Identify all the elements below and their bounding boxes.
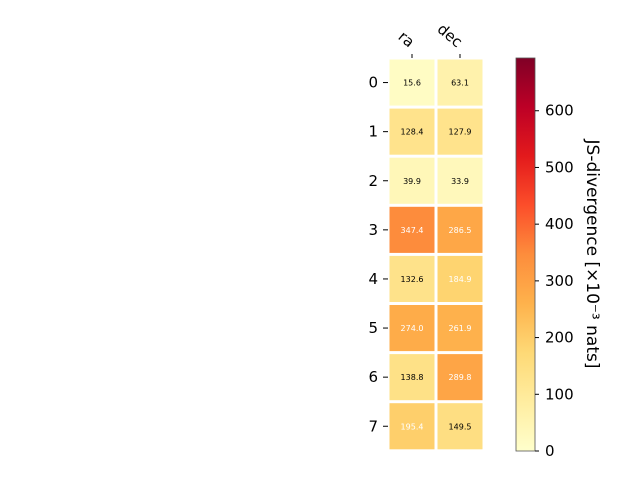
y-tick-label-7: 7 — [368, 417, 378, 435]
cell-value-label-6-0: 138.8 — [401, 373, 424, 382]
cell-value-label-3-0: 347.4 — [401, 226, 424, 235]
colorbar-tick-label-4: 400 — [545, 215, 574, 233]
cell-value-label-3-1: 286.5 — [449, 226, 472, 235]
cell-value-label-4-1: 184.9 — [449, 275, 472, 284]
cell-value-label-2-1: 33.9 — [451, 177, 469, 186]
cell-value-label-2-0: 39.9 — [403, 177, 421, 186]
heatmap-cell-4-0 — [389, 255, 435, 302]
cell-value-label-7-1: 149.5 — [449, 422, 472, 431]
colorbar: 0 100 200 300 400 500 600 — [515, 57, 574, 460]
x-tick-label-1: dec — [434, 20, 466, 51]
heatmap-cell-5-0 — [389, 305, 435, 352]
cell-value-label-5-1: 261.9 — [449, 324, 472, 333]
colorbar-tick-label-5: 500 — [545, 158, 574, 176]
heatmap-cell-1-0 — [389, 108, 435, 155]
heatmap-cell-0-0 — [389, 59, 435, 106]
y-axis-ticks: 0 1 2 3 4 5 6 7 — [368, 74, 388, 435]
cell-value-label-5-0: 274.0 — [401, 324, 424, 333]
y-tick-label-6: 6 — [368, 368, 378, 386]
cell-value-label-1-1: 127.9 — [449, 128, 472, 137]
heatmap-cell-0-1 — [437, 59, 483, 106]
cell-value-label-0-0: 15.6 — [403, 79, 421, 88]
heatmap-cell-1-1 — [437, 108, 483, 155]
colorbar-tick-label-2: 200 — [545, 329, 574, 347]
y-tick-label-5: 5 — [368, 319, 378, 337]
heatmap-cell-2-1 — [437, 157, 483, 204]
heatmap-cell-5-1 — [437, 305, 483, 352]
heatmap-cell-3-0 — [389, 206, 435, 253]
cell-value-label-6-1: 289.8 — [449, 373, 472, 382]
colorbar-tick-label-1: 100 — [545, 385, 574, 403]
colorbar-gradient — [515, 57, 536, 452]
cell-value-label-0-1: 63.1 — [451, 79, 469, 88]
heatmap-cell-6-1 — [437, 354, 483, 401]
y-tick-label-2: 2 — [368, 172, 378, 190]
y-tick-label-1: 1 — [368, 123, 378, 141]
heatmap-cell-6-0 — [389, 354, 435, 401]
colorbar-tick-label-0: 0 — [545, 442, 555, 460]
heatmap-cell-7-1 — [437, 403, 483, 450]
heatmap-cells: 15.6 63.1 128.4 127.9 39.9 33.9 347.4 286.5 132.… — [389, 59, 483, 450]
y-tick-label-3: 3 — [368, 221, 378, 239]
cell-value-label-7-0: 195.4 — [401, 422, 424, 431]
heatmap-cell-4-1 — [437, 255, 483, 302]
cell-value-label-1-0: 128.4 — [401, 128, 424, 137]
heatmap-cell-7-0 — [389, 403, 435, 450]
colorbar-tick-label-3: 300 — [545, 272, 574, 290]
colorbar-label: JS-divergence [×10⁻³ nats] — [582, 139, 602, 369]
heatmap-cell-2-0 — [389, 157, 435, 204]
cell-value-label-4-0: 132.6 — [401, 275, 424, 284]
y-tick-label-0: 0 — [368, 74, 378, 92]
colorbar-tick-label-6: 600 — [545, 102, 574, 120]
x-tick-label-0: ra — [395, 27, 418, 51]
x-axis-ticks: ra dec — [395, 20, 466, 58]
y-tick-label-4: 4 — [368, 270, 378, 288]
heatmap-cell-3-1 — [437, 206, 483, 253]
